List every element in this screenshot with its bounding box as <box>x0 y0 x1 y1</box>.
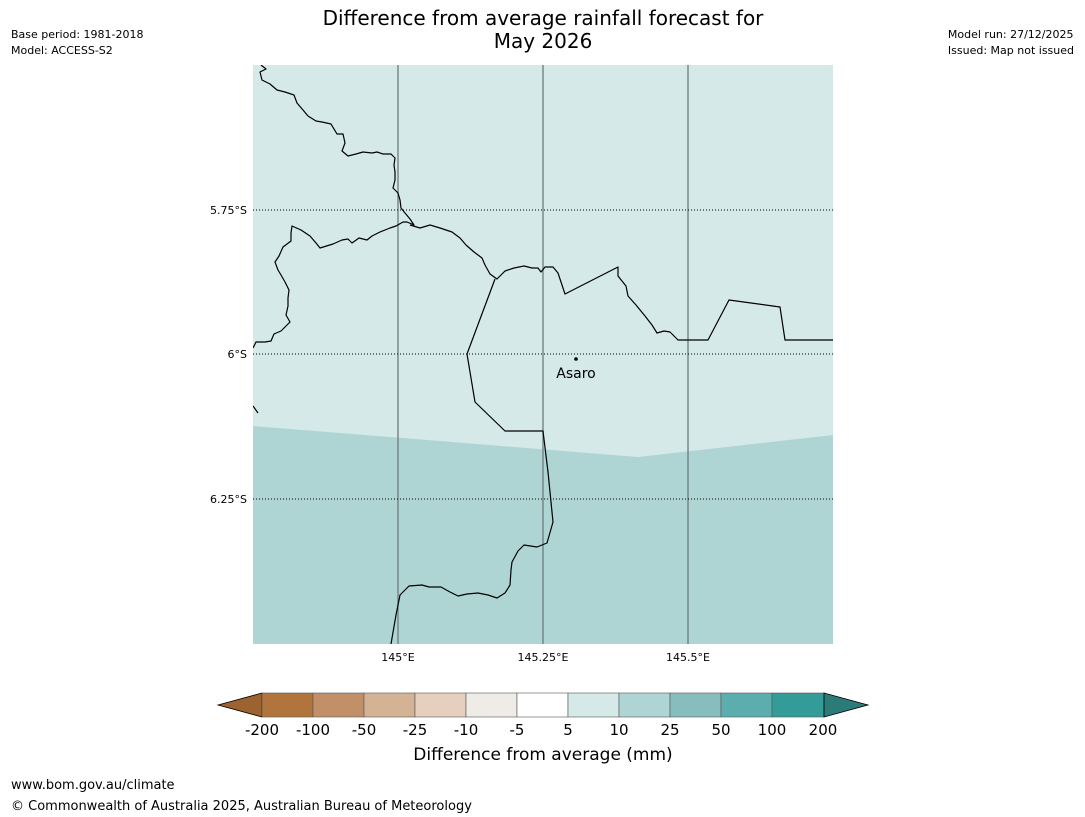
legend-swatch-7 <box>567 692 620 718</box>
legend-tick-3: -50 <box>352 721 377 739</box>
model-text: Model: ACCESS-S2 <box>11 44 113 57</box>
lat-label-5-75: 5.75°S <box>210 204 247 217</box>
legend-tick-4: -25 <box>403 721 428 739</box>
legend-title: Difference from average (mm) <box>413 745 673 765</box>
legend-tick-9: 25 <box>660 721 679 739</box>
legend-swatch-10 <box>720 692 773 718</box>
lon-label-145-25: 145.25°E <box>518 651 569 664</box>
legend-swatch-6 <box>516 692 569 718</box>
boundary-fragment-west <box>253 405 259 414</box>
meta-right: Model run: 27/12/2025 Issued: Map not is… <box>948 27 1074 59</box>
lon-label-145-5: 145.5°E <box>666 651 710 664</box>
legend-tick-8: 10 <box>609 721 628 739</box>
title-line-1: Difference from average rainfall forecas… <box>322 6 764 30</box>
base-period-text: Base period: 1981-2018 <box>11 28 144 41</box>
legend-arrow-high <box>823 692 870 718</box>
footer-website: www.bom.gov.au/climate <box>11 778 175 793</box>
legend-arrow-low <box>216 692 263 718</box>
place-label-asaro: Asaro <box>556 366 595 382</box>
lat-label-6-25: 6.25°S <box>210 493 247 506</box>
lat-label-6: 6°S <box>228 348 247 361</box>
boundary-west <box>253 65 415 349</box>
legend-tick-1: -200 <box>245 721 279 739</box>
boundary-north <box>409 224 833 341</box>
legend-tick-10: 50 <box>711 721 730 739</box>
legend-tick-2: -100 <box>296 721 330 739</box>
asaro-marker-icon <box>574 357 578 361</box>
legend-ticks: -200 -100 -50 -25 -10 -5 5 10 25 50 100 … <box>245 721 837 739</box>
page-title: Difference from average rainfall forecas… <box>293 7 793 53</box>
lon-label-145: 145°E <box>381 651 414 664</box>
model-run-text: Model run: 27/12/2025 <box>947 28 1074 41</box>
issued-text: Issued: Map not issued <box>947 44 1074 57</box>
boundary-south <box>390 278 554 644</box>
legend-tick-12: 200 <box>809 721 838 739</box>
meta-left: Base period: 1981-2018 Model: ACCESS-S2 <box>11 27 143 59</box>
title-line-2: May 2026 <box>493 29 593 53</box>
province-boundaries <box>253 65 833 644</box>
legend-tick-7: 5 <box>563 721 573 739</box>
legend-swatch-2 <box>312 692 365 718</box>
footer: www.bom.gov.au/climate © Commonwealth of… <box>11 775 472 817</box>
legend-swatch-4 <box>414 692 467 718</box>
legend-tick-6: -5 <box>510 721 525 739</box>
legend-tick-5: -10 <box>454 721 479 739</box>
legend-swatch-3 <box>363 692 416 718</box>
legend-swatch-11 <box>771 692 825 718</box>
legend-colorbar <box>216 692 870 718</box>
legend-swatch-9 <box>669 692 722 718</box>
footer-copyright: © Commonwealth of Australia 2025, Austra… <box>11 799 472 814</box>
legend-swatch-1 <box>261 692 314 718</box>
legend-swatch-8 <box>618 692 671 718</box>
legend-tick-11: 100 <box>758 721 787 739</box>
legend-swatch-5 <box>465 692 518 718</box>
